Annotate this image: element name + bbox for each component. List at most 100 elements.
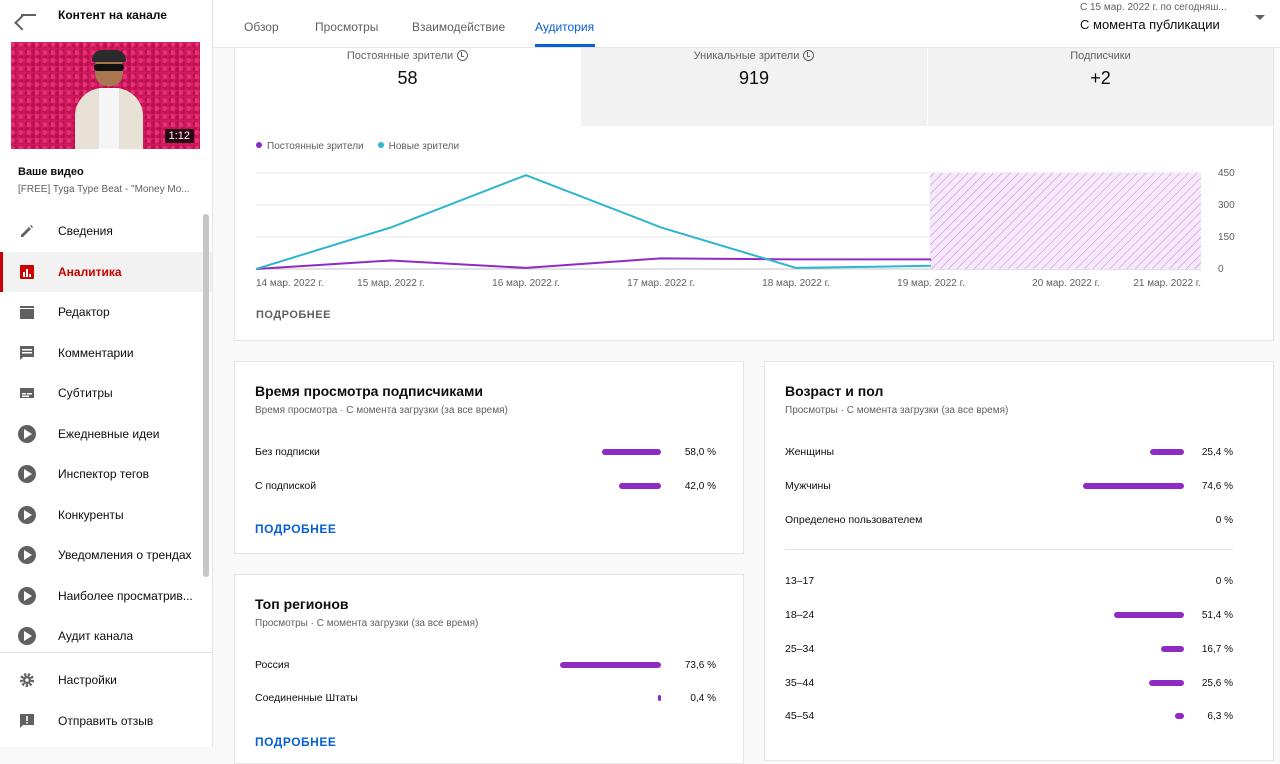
card-subtitle: Время просмотра · С момента загрузки (за… [255,405,508,416]
bar-russia [560,662,661,668]
thumbnail-person-image [73,48,143,149]
stat-returning-viewers[interactable]: Постоянные зрители 58 [235,48,580,126]
sidebar-item-channel-audit[interactable]: Аудит канала [0,616,213,657]
x-tick-label: 15 мар. 2022 г. [357,278,425,289]
sidebar-bottom-nav: Настройки Отправить отзыв [0,660,213,741]
back-arrow-icon[interactable] [18,5,38,25]
stat-label: Уникальные зрители [694,50,800,62]
row-label: 35–44 [785,677,814,689]
y-tick-label: 0 [1218,264,1224,275]
sidebar-item-label: Редактор [58,305,110,319]
x-tick-label: 21 мар. 2022 г. [1133,278,1201,289]
card-title: Топ регионов [255,596,349,612]
row-pct: 51,4 % [1193,610,1233,621]
x-tick-label: 14 мар. 2022 г. [256,278,324,289]
analytics-icon [18,263,36,281]
sidebar-title: Контент на канале [58,8,167,22]
sidebar-item-details[interactable]: Сведения [0,211,213,252]
stat-unique-viewers[interactable]: Уникальные зрители 919 [581,48,927,126]
row-label: Без подписки [255,446,320,458]
stat-value: +2 [928,68,1273,89]
sidebar-item-comments[interactable]: Комментарии [0,333,213,374]
card-subtitle: Просмотры · С момента загрузки (за все в… [785,405,1008,416]
clock-icon[interactable] [803,50,814,61]
sidebar-item-editor[interactable]: Редактор [0,292,213,333]
sidebar-item-label: Ежедневные идеи [58,427,159,441]
top-regions-card: Топ регионов Просмотры · С момента загру… [234,574,744,764]
tab-views[interactable]: Просмотры [315,20,378,34]
sidebar-item-competitors[interactable]: Конкуренты [0,495,213,536]
row-pct: 73,6 % [676,660,716,671]
tab-engagement[interactable]: Взаимодействие [412,20,505,34]
legend-item-new[interactable]: Новые зрители [378,141,459,152]
row-pct: 42,0 % [676,481,716,492]
sidebar-item-label: Субтитры [58,386,113,400]
bar-usa [658,695,661,701]
row-label: Россия [255,659,289,671]
video-title: [FREE] Tyga Type Beat - "Money Mo... [18,184,190,195]
feedback-icon [18,712,36,730]
sidebar-item-trend-alerts[interactable]: Уведомления о трендах [0,535,213,576]
sidebar-item-daily-ideas[interactable]: Ежедневные идеи [0,414,213,455]
chart-more-link[interactable]: ПОДРОБНЕЕ [256,309,331,321]
tab-overview[interactable]: Обзор [244,20,279,34]
sidebar-item-label: Уведомления о трендах [58,548,192,562]
sidebar-item-send-feedback[interactable]: Отправить отзыв [0,701,213,742]
legend-label: Новые зрители [389,141,459,152]
row-pct: 0 % [1193,515,1233,526]
row-label: 18–24 [785,609,814,621]
sidebar-item-label: Инспектор тегов [58,467,149,481]
extension-icon [18,506,36,524]
sidebar-item-label: Отправить отзыв [58,714,153,728]
row-label: 13–17 [785,575,814,587]
row-pct: 58,0 % [676,447,716,458]
stat-subscribers[interactable]: Подписчики +2 [928,48,1273,126]
stat-value: 58 [235,68,580,89]
row-pct: 16,7 % [1193,644,1233,655]
sidebar-scrollbar[interactable] [203,214,209,577]
row-label: С подпиской [255,480,316,492]
comment-icon [18,344,36,362]
row-label: Соединенные Штаты [255,692,358,704]
series-line-1 [256,175,931,269]
sidebar-item-analytics[interactable]: Аналитика [0,252,213,293]
sidebar-header: Контент на канале [0,0,212,30]
clock-icon[interactable] [457,50,468,61]
legend-label: Постоянные зрители [267,141,364,152]
row-pct: 25,6 % [1193,678,1233,689]
sidebar-item-most-viewed[interactable]: Наиболее просматрив... [0,576,213,617]
row-pct: 0,4 % [676,693,716,704]
extension-icon [18,627,36,645]
sidebar-item-label: Комментарии [58,346,134,360]
sidebar-item-label: Аналитика [58,265,122,279]
x-tick-label: 20 мар. 2022 г. [1032,278,1100,289]
bar-age-25-34 [1161,646,1184,652]
date-range-text[interactable]: С 15 мар. 2022 г. по сегодняш... [1080,2,1227,13]
stat-label: Подписчики [1070,50,1131,62]
sidebar-item-subtitles[interactable]: Субтитры [0,373,213,414]
stat-value: 919 [581,68,927,89]
y-tick-label: 450 [1218,168,1235,179]
extension-icon [18,587,36,605]
sidebar-item-tag-inspector[interactable]: Инспектор тегов [0,454,213,495]
extension-icon [18,425,36,443]
video-thumbnail[interactable]: 1:12 [11,42,200,149]
row-label: 25–34 [785,643,814,655]
sidebar-item-settings[interactable]: Настройки [0,660,213,701]
tab-audience[interactable]: Аудитория [535,20,594,34]
video-duration-badge: 1:12 [165,129,194,143]
active-tab-indicator [535,44,595,47]
y-tick-label: 300 [1218,200,1235,211]
subscribers-watch-time-card: Время просмотра подписчиками Время просм… [234,361,744,554]
subscribers-more-link[interactable]: ПОДРОБНЕЕ [255,522,336,536]
x-tick-label: 18 мар. 2022 г. [762,278,830,289]
legend-item-returning[interactable]: Постоянные зрители [256,141,364,152]
chevron-down-icon[interactable] [1255,15,1265,20]
extension-icon [18,546,36,564]
card-subtitle: Просмотры · С момента загрузки (за все в… [255,618,478,629]
date-range-select[interactable]: С момента публикации [1080,17,1220,32]
incomplete-data-region [930,173,1201,269]
bar-age-35-44 [1149,680,1184,686]
row-label: Определено пользователем [785,514,922,526]
